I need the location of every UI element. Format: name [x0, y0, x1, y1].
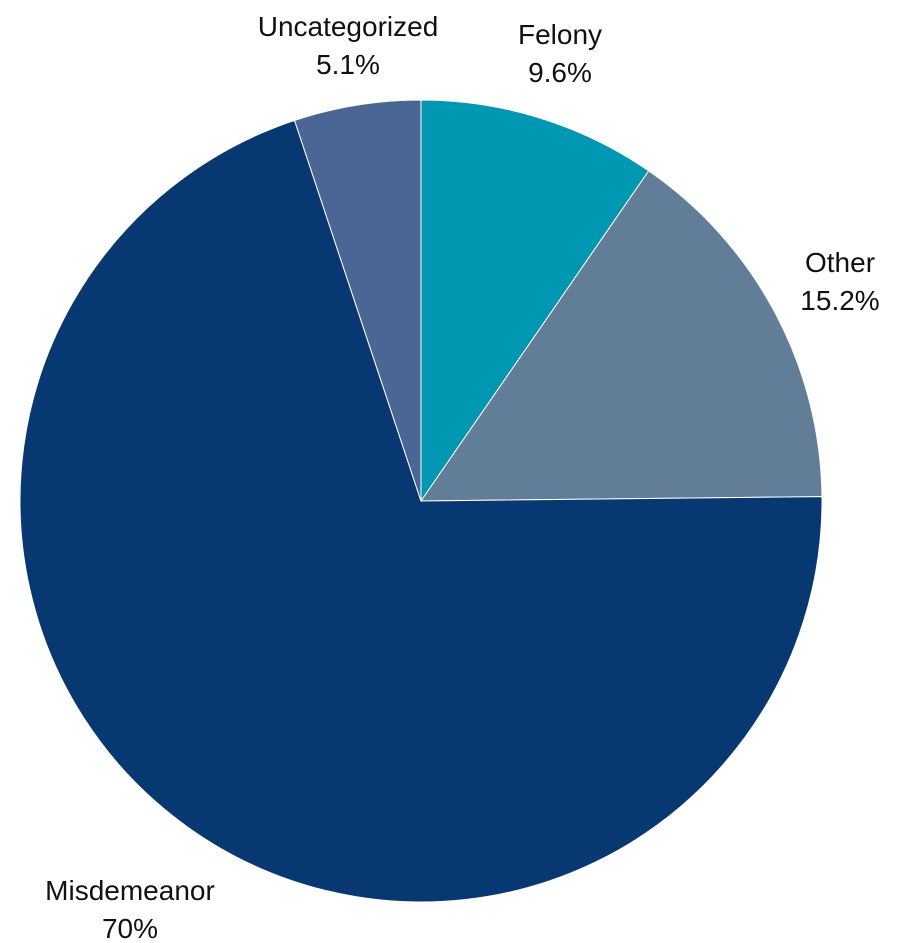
slice-name-label: Felony — [518, 19, 602, 50]
slice-name-label: Other — [805, 247, 875, 278]
pie-slice-uncategorized — [293, 99, 422, 502]
slice-percent-label: 70% — [102, 913, 158, 943]
slice-percent-label: 15.2% — [800, 285, 879, 316]
slice-name-label: Misdemeanor — [45, 875, 215, 906]
slice-percent-label: 9.6% — [528, 57, 592, 88]
slice-name-label: Uncategorized — [258, 11, 439, 42]
pie-slice-felony — [420, 99, 650, 503]
slice-label-other: Other 15.2% — [800, 247, 879, 316]
slices-layer — [19, 99, 823, 903]
labels-layer: Felony 9.6% Other 15.2% Misdemeanor 70% Uncate… — [45, 11, 880, 943]
slice-percent-label: 5.1% — [316, 49, 380, 80]
pie-slice-other — [420, 170, 823, 502]
slice-label-felony: Felony 9.6% — [518, 19, 602, 88]
slice-label-uncategorized: Uncategorized 5.1% — [258, 11, 439, 80]
pie-slice-misdemeanor — [19, 119, 823, 903]
slice-label-misdemeanor: Misdemeanor 70% — [45, 875, 215, 943]
